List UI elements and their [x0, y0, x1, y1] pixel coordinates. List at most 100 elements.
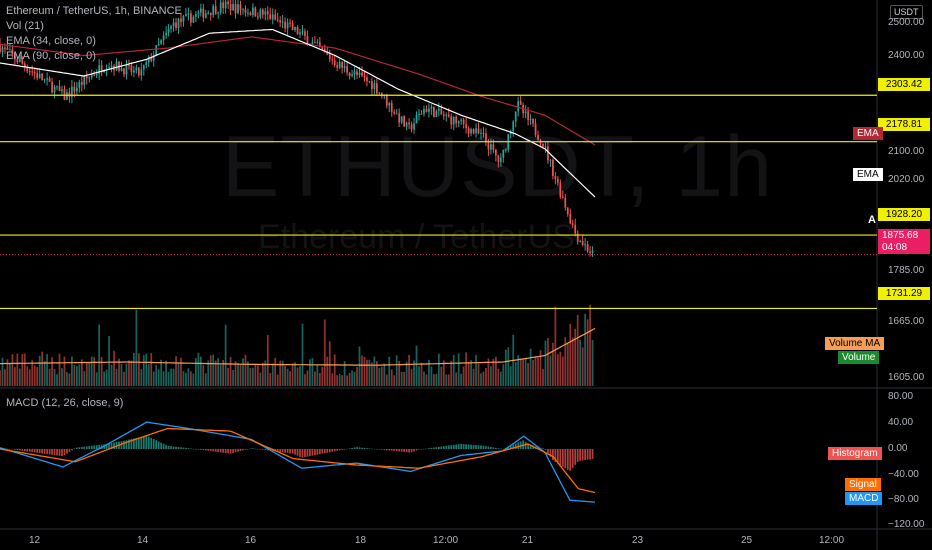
macd-histogram-bar — [418, 449, 420, 450]
macd-histogram-bar — [385, 449, 388, 451]
macd-histogram-bar — [66, 449, 68, 454]
volume-bar — [333, 354, 336, 386]
volume-bar — [4, 369, 6, 386]
level-label[interactable]: 1928.20 — [878, 208, 930, 221]
macd-histogram-bar — [237, 449, 239, 452]
macd-tag: MACD — [845, 492, 883, 505]
alert-marker[interactable]: A — [868, 214, 876, 226]
candle-body — [591, 250, 594, 253]
level-label[interactable]: 2178.81 — [878, 118, 930, 131]
macd-histogram-bar — [467, 444, 470, 449]
volume-bar — [499, 371, 502, 386]
candle-body — [373, 83, 376, 90]
candle-body — [18, 59, 21, 63]
macd-histogram-bar — [395, 449, 398, 452]
volume-bar — [281, 360, 284, 386]
candle-body — [328, 54, 331, 60]
volume-bar — [286, 368, 289, 386]
candle-body — [472, 129, 475, 134]
volume-bar — [177, 362, 180, 386]
volume-bar — [576, 315, 579, 386]
volume-bar — [358, 346, 361, 386]
candle-body — [428, 108, 430, 112]
macd-histogram-bar — [261, 449, 264, 450]
macd-histogram-bar — [284, 449, 286, 453]
macd-histogram-bar — [289, 449, 291, 454]
volume-bar — [31, 360, 34, 386]
macd-histogram-bar — [152, 439, 155, 449]
volume-bar — [108, 335, 110, 386]
volume-bar — [465, 352, 467, 386]
candle-body — [326, 51, 329, 55]
candle-body — [167, 28, 170, 33]
candle-body — [556, 179, 559, 183]
level-label[interactable]: 2303.42 — [878, 78, 930, 91]
candle-body — [532, 118, 534, 124]
candle-body — [110, 65, 113, 68]
volume-bar — [98, 324, 101, 386]
volume-bar — [524, 358, 527, 386]
macd-histogram-bar — [195, 449, 197, 450]
macd-histogram-bar — [197, 449, 200, 450]
candle-body — [162, 35, 165, 41]
macd-histogram-bar — [123, 440, 125, 449]
candle-body — [125, 64, 128, 75]
candle-body — [455, 116, 458, 124]
candle-body — [368, 81, 371, 83]
volume-bar — [321, 366, 324, 386]
candle-body — [56, 86, 58, 88]
macd-histogram-bar — [242, 449, 244, 451]
macd-histogram-bar — [182, 447, 185, 449]
candle-body — [123, 68, 125, 75]
macd-histogram-bar — [73, 448, 76, 449]
volume-bar — [247, 361, 249, 386]
candle-body — [190, 13, 192, 23]
macd-histogram-bar — [21, 449, 24, 451]
candle-body — [252, 7, 254, 15]
macd-histogram-bar — [291, 449, 294, 454]
macd-histogram-bar — [514, 443, 517, 449]
candle-body — [534, 123, 537, 136]
candle-body — [579, 240, 582, 242]
volume-indicator-label[interactable]: Vol (21) — [6, 20, 44, 32]
candle-body — [527, 111, 529, 120]
volume-bar — [192, 373, 195, 386]
candle-body — [271, 14, 274, 20]
candle-body — [569, 214, 572, 224]
candle-body — [0, 44, 1, 52]
volume-bar — [180, 357, 182, 386]
price-axis-label: 1785.00 — [888, 265, 925, 276]
macd-histogram-bar — [532, 445, 534, 449]
candle-body — [135, 67, 138, 71]
volume-bar — [48, 368, 51, 386]
candle-body — [279, 20, 282, 23]
volume-bar — [254, 364, 257, 386]
watermark-name: Ethereum / TetherUS — [258, 218, 575, 256]
ema90-indicator-label[interactable]: EMA (90, close, 0) — [6, 50, 96, 62]
candle-body — [423, 108, 425, 114]
volume-bar — [80, 359, 83, 386]
macd-histogram-bar — [165, 445, 167, 449]
volume-bar — [485, 367, 487, 386]
volume-bar — [323, 319, 326, 386]
macd-histogram-bar — [239, 449, 242, 452]
volume-bar — [66, 371, 68, 386]
volume-bar — [497, 368, 500, 386]
currency-badge[interactable]: USDT — [890, 5, 923, 19]
date-axis-label: 12 — [29, 535, 41, 546]
chart-title[interactable]: Ethereum / TetherUS, 1h, BINANCE — [6, 5, 182, 17]
candle-body — [492, 144, 495, 150]
volume-bar — [328, 341, 331, 386]
candle-body — [43, 79, 46, 81]
candle-body — [410, 124, 413, 130]
volume-bar — [14, 367, 16, 386]
macd-histogram-bar — [130, 439, 133, 449]
level-label[interactable]: 1731.29 — [878, 287, 930, 300]
volume-bar — [199, 356, 202, 386]
macd-histogram-bar — [83, 446, 86, 449]
volume-bar — [36, 367, 39, 386]
ema34-indicator-label[interactable]: EMA (34, close, 0) — [6, 35, 96, 47]
macd-indicator-label[interactable]: MACD (12, 26, close, 9) — [6, 397, 124, 409]
macd-histogram-bar — [229, 449, 232, 454]
